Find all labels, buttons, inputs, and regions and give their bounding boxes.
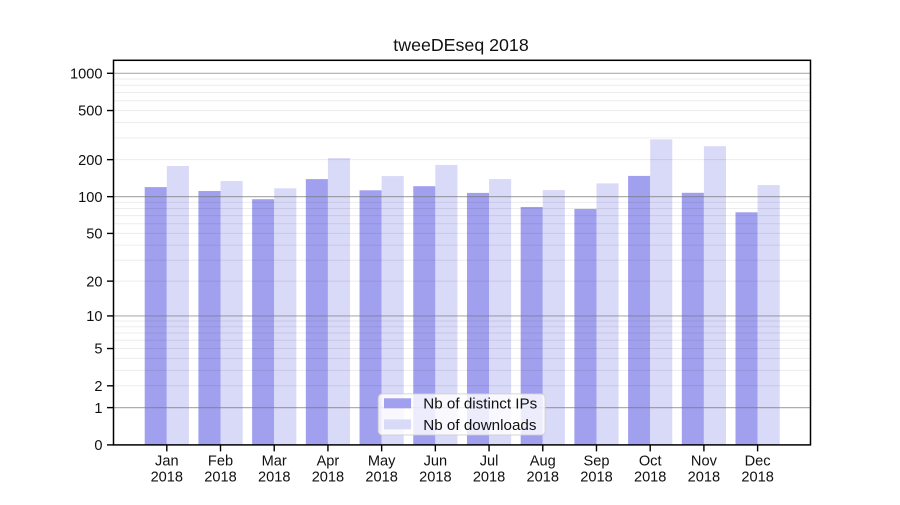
svg-text:2018: 2018	[365, 470, 397, 486]
svg-text:2018: 2018	[419, 470, 451, 486]
svg-text:1: 1	[94, 401, 102, 417]
svg-text:Mar: Mar	[262, 454, 287, 470]
svg-text:2018: 2018	[258, 470, 290, 486]
svg-text:2018: 2018	[312, 470, 344, 486]
svg-text:0: 0	[94, 438, 102, 454]
svg-text:1000: 1000	[70, 67, 102, 83]
svg-text:2018: 2018	[580, 470, 612, 486]
svg-text:Sep: Sep	[583, 454, 609, 470]
svg-text:2018: 2018	[473, 470, 505, 486]
svg-text:Feb: Feb	[208, 454, 233, 470]
svg-text:50: 50	[86, 227, 102, 243]
svg-text:500: 500	[78, 104, 102, 120]
svg-text:Aug: Aug	[530, 454, 556, 470]
svg-text:20: 20	[86, 274, 102, 290]
svg-text:200: 200	[78, 153, 102, 169]
svg-text:Jul: Jul	[480, 454, 499, 470]
svg-text:Jan: Jan	[155, 454, 179, 470]
svg-text:Nb of downloads: Nb of downloads	[423, 417, 537, 434]
svg-text:Dec: Dec	[745, 454, 771, 470]
svg-text:Oct: Oct	[639, 454, 662, 470]
svg-text:Nb of distinct IPs: Nb of distinct IPs	[423, 396, 537, 413]
svg-text:tweeDEseq 2018: tweeDEseq 2018	[393, 35, 529, 55]
svg-text:2018: 2018	[688, 470, 720, 486]
svg-text:2018: 2018	[741, 470, 773, 486]
svg-text:2018: 2018	[527, 470, 559, 486]
svg-text:2018: 2018	[151, 470, 183, 486]
svg-text:2018: 2018	[204, 470, 236, 486]
svg-text:May: May	[368, 454, 396, 470]
svg-text:10: 10	[86, 309, 102, 325]
svg-text:Apr: Apr	[317, 454, 340, 470]
svg-text:2018: 2018	[634, 470, 666, 486]
svg-text:100: 100	[78, 190, 102, 206]
svg-text:Nov: Nov	[691, 454, 718, 470]
svg-text:5: 5	[94, 342, 102, 358]
svg-text:Jun: Jun	[424, 454, 448, 470]
svg-text:2: 2	[94, 379, 102, 395]
